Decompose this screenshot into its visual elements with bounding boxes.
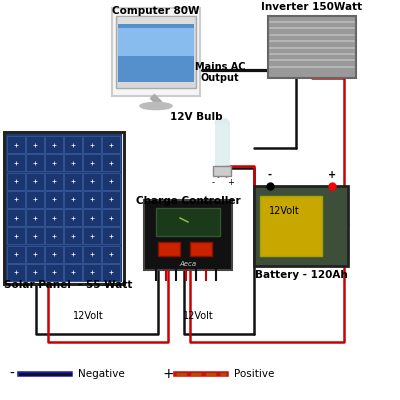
FancyBboxPatch shape (118, 22, 194, 82)
FancyBboxPatch shape (7, 209, 25, 226)
FancyBboxPatch shape (83, 209, 101, 226)
FancyBboxPatch shape (118, 28, 194, 56)
FancyBboxPatch shape (156, 208, 220, 236)
Text: Computer 80W: Computer 80W (112, 6, 200, 16)
FancyBboxPatch shape (260, 196, 322, 256)
FancyBboxPatch shape (45, 172, 63, 190)
FancyBboxPatch shape (7, 154, 25, 171)
FancyBboxPatch shape (6, 134, 122, 282)
Text: Negative: Negative (78, 369, 125, 379)
FancyBboxPatch shape (26, 246, 44, 262)
Text: 12V Bulb: 12V Bulb (170, 112, 223, 122)
FancyBboxPatch shape (190, 242, 212, 256)
Text: Mains AC: Mains AC (195, 62, 245, 72)
FancyBboxPatch shape (64, 154, 82, 171)
FancyBboxPatch shape (45, 227, 63, 244)
Text: -: - (10, 367, 14, 381)
FancyBboxPatch shape (64, 209, 82, 226)
FancyBboxPatch shape (102, 209, 120, 226)
Ellipse shape (140, 102, 172, 110)
FancyBboxPatch shape (83, 264, 101, 281)
FancyBboxPatch shape (26, 172, 44, 190)
Text: -: - (268, 170, 272, 180)
FancyBboxPatch shape (4, 132, 124, 284)
FancyBboxPatch shape (268, 16, 356, 78)
FancyBboxPatch shape (64, 264, 82, 281)
FancyBboxPatch shape (83, 191, 101, 208)
FancyBboxPatch shape (26, 191, 44, 208)
Text: Battery - 120Ah: Battery - 120Ah (255, 270, 347, 280)
FancyBboxPatch shape (45, 154, 63, 171)
FancyBboxPatch shape (118, 17, 194, 24)
FancyBboxPatch shape (102, 264, 120, 281)
Text: Inverter 150Watt: Inverter 150Watt (262, 2, 362, 12)
Text: 12Volt: 12Volt (183, 311, 213, 321)
FancyBboxPatch shape (102, 154, 120, 171)
FancyBboxPatch shape (7, 172, 25, 190)
FancyBboxPatch shape (102, 246, 120, 262)
FancyBboxPatch shape (254, 186, 348, 266)
FancyBboxPatch shape (45, 136, 63, 153)
Text: +: + (162, 367, 174, 381)
Text: Positive: Positive (234, 369, 274, 379)
FancyBboxPatch shape (102, 191, 120, 208)
FancyBboxPatch shape (102, 227, 120, 244)
Text: Aeca: Aeca (180, 261, 196, 267)
FancyBboxPatch shape (64, 191, 82, 208)
FancyBboxPatch shape (7, 264, 25, 281)
FancyBboxPatch shape (116, 16, 196, 88)
Text: Charge Controller: Charge Controller (136, 196, 240, 206)
FancyBboxPatch shape (26, 154, 44, 171)
FancyBboxPatch shape (26, 227, 44, 244)
FancyBboxPatch shape (45, 209, 63, 226)
FancyBboxPatch shape (64, 136, 82, 153)
Text: Output: Output (201, 73, 240, 83)
FancyBboxPatch shape (102, 136, 120, 153)
FancyBboxPatch shape (213, 166, 231, 176)
FancyBboxPatch shape (7, 246, 25, 262)
FancyBboxPatch shape (45, 246, 63, 262)
FancyBboxPatch shape (7, 136, 25, 153)
Text: 12Volt: 12Volt (73, 311, 103, 321)
FancyBboxPatch shape (102, 172, 120, 190)
FancyBboxPatch shape (26, 136, 44, 153)
FancyBboxPatch shape (7, 191, 25, 208)
FancyBboxPatch shape (83, 227, 101, 244)
FancyBboxPatch shape (83, 136, 101, 153)
Text: -: - (212, 178, 215, 187)
FancyBboxPatch shape (64, 172, 82, 190)
FancyBboxPatch shape (158, 242, 180, 256)
FancyBboxPatch shape (144, 200, 232, 270)
FancyBboxPatch shape (26, 209, 44, 226)
FancyBboxPatch shape (7, 227, 25, 244)
FancyBboxPatch shape (64, 246, 82, 262)
Text: +: + (328, 170, 336, 180)
Text: Solar Panel  - 55 Watt: Solar Panel - 55 Watt (4, 280, 132, 290)
Text: 12Volt: 12Volt (269, 206, 299, 216)
FancyBboxPatch shape (83, 246, 101, 262)
FancyBboxPatch shape (26, 264, 44, 281)
FancyBboxPatch shape (83, 154, 101, 171)
FancyBboxPatch shape (45, 191, 63, 208)
FancyBboxPatch shape (64, 227, 82, 244)
FancyBboxPatch shape (45, 264, 63, 281)
FancyBboxPatch shape (112, 8, 200, 96)
Text: +: + (227, 178, 234, 187)
FancyBboxPatch shape (83, 172, 101, 190)
